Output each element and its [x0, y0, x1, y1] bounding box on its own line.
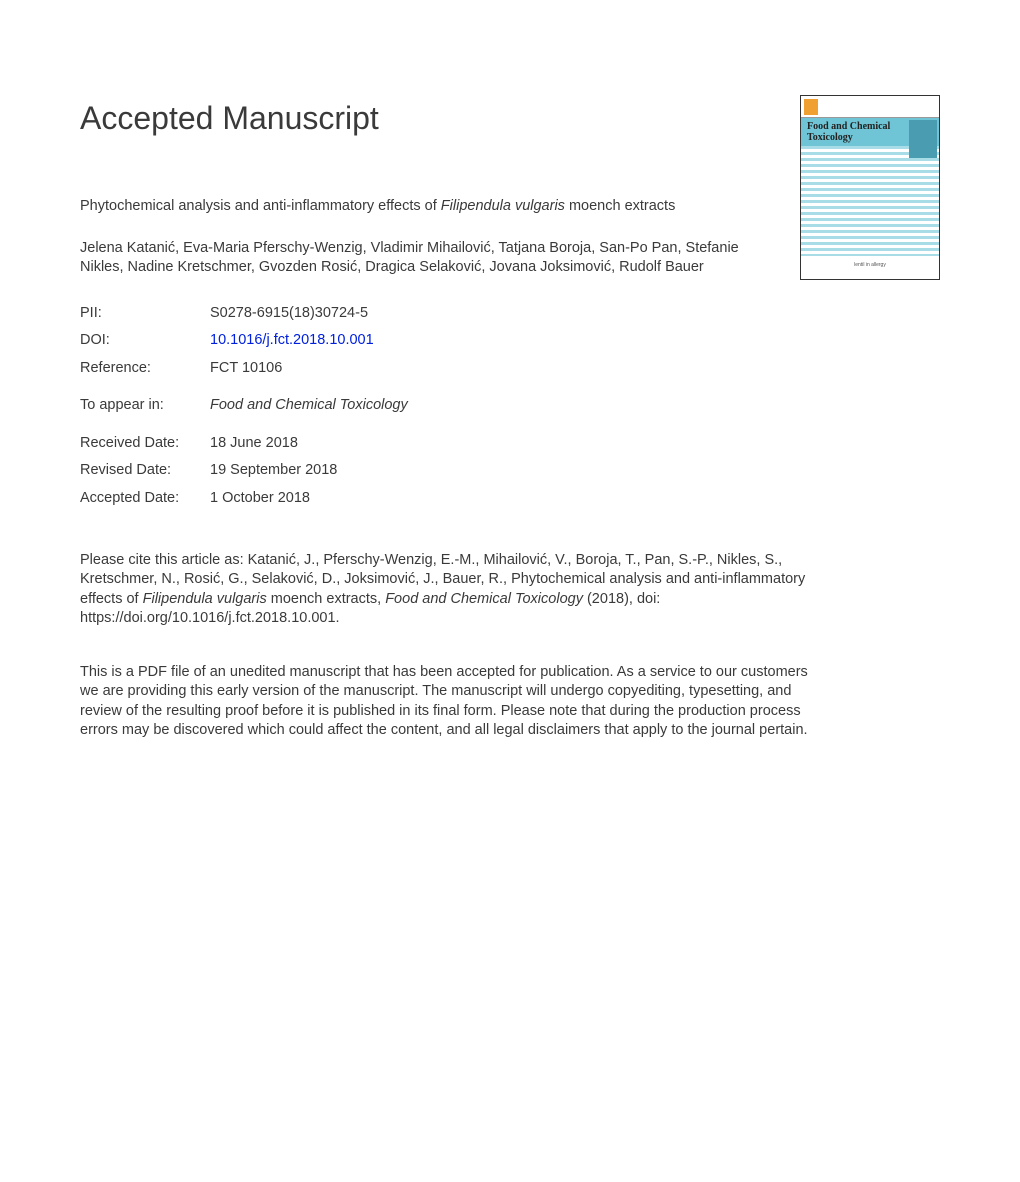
disclaimer-text: This is a PDF file of an unedited manusc…	[80, 663, 820, 741]
elsevier-logo-icon	[804, 99, 818, 115]
title-prefix: Phytochemical analysis and anti-inflamma…	[80, 198, 441, 214]
meta-row-doi: DOI: 10.1016/j.fct.2018.10.001	[80, 327, 940, 355]
pii-label: PII:	[80, 300, 210, 328]
species-name: Filipendula vulgaris	[441, 198, 565, 214]
doi-label: DOI:	[80, 327, 210, 355]
author-list: Jelena Katanić, Eva-Maria Pferschy-Wenzi…	[80, 239, 780, 278]
citation-middle: moench extracts,	[267, 591, 385, 607]
cover-footer: lentil in allergy	[801, 256, 939, 274]
pii-value: S0278-6915(18)30724-5	[210, 300, 368, 328]
received-label: Received Date:	[80, 430, 210, 458]
meta-row-reference: Reference: FCT 10106	[80, 355, 940, 383]
title-suffix: moench extracts	[565, 198, 675, 214]
revised-label: Revised Date:	[80, 457, 210, 485]
citation-block: Please cite this article as: Katanić, J.…	[80, 551, 820, 629]
citation-journal: Food and Chemical Toxicology	[385, 591, 583, 607]
article-title: Phytochemical analysis and anti-inflamma…	[80, 197, 740, 217]
cover-header	[801, 96, 939, 118]
reference-value: FCT 10106	[210, 355, 282, 383]
accepted-label: Accepted Date:	[80, 485, 210, 513]
accepted-value: 1 October 2018	[210, 485, 310, 513]
toappear-value: Food and Chemical Toxicology	[210, 392, 408, 420]
manuscript-page: Accepted Manuscript Food and Chemical To…	[0, 0, 1020, 801]
meta-row-accepted: Accepted Date: 1 October 2018	[80, 485, 940, 513]
cover-title-band: Food and Chemical Toxicology	[801, 118, 939, 146]
meta-row-revised: Revised Date: 19 September 2018	[80, 457, 940, 485]
toappear-label: To appear in:	[80, 392, 210, 420]
received-value: 18 June 2018	[210, 430, 298, 458]
revised-value: 19 September 2018	[210, 457, 337, 485]
meta-row-pii: PII: S0278-6915(18)30724-5	[80, 300, 940, 328]
reference-label: Reference:	[80, 355, 210, 383]
meta-row-received: Received Date: 18 June 2018	[80, 430, 940, 458]
doi-link[interactable]: 10.1016/j.fct.2018.10.001	[210, 327, 374, 355]
journal-cover-thumbnail: Food and Chemical Toxicology lentil in a…	[800, 95, 940, 280]
cover-journal-title: Food and Chemical Toxicology	[807, 121, 890, 143]
metadata-table: PII: S0278-6915(18)30724-5 DOI: 10.1016/…	[80, 300, 940, 513]
cover-stripes	[801, 146, 939, 256]
citation-species: Filipendula vulgaris	[143, 591, 267, 607]
cover-side-box	[909, 120, 937, 158]
meta-row-toappear: To appear in: Food and Chemical Toxicolo…	[80, 392, 940, 420]
